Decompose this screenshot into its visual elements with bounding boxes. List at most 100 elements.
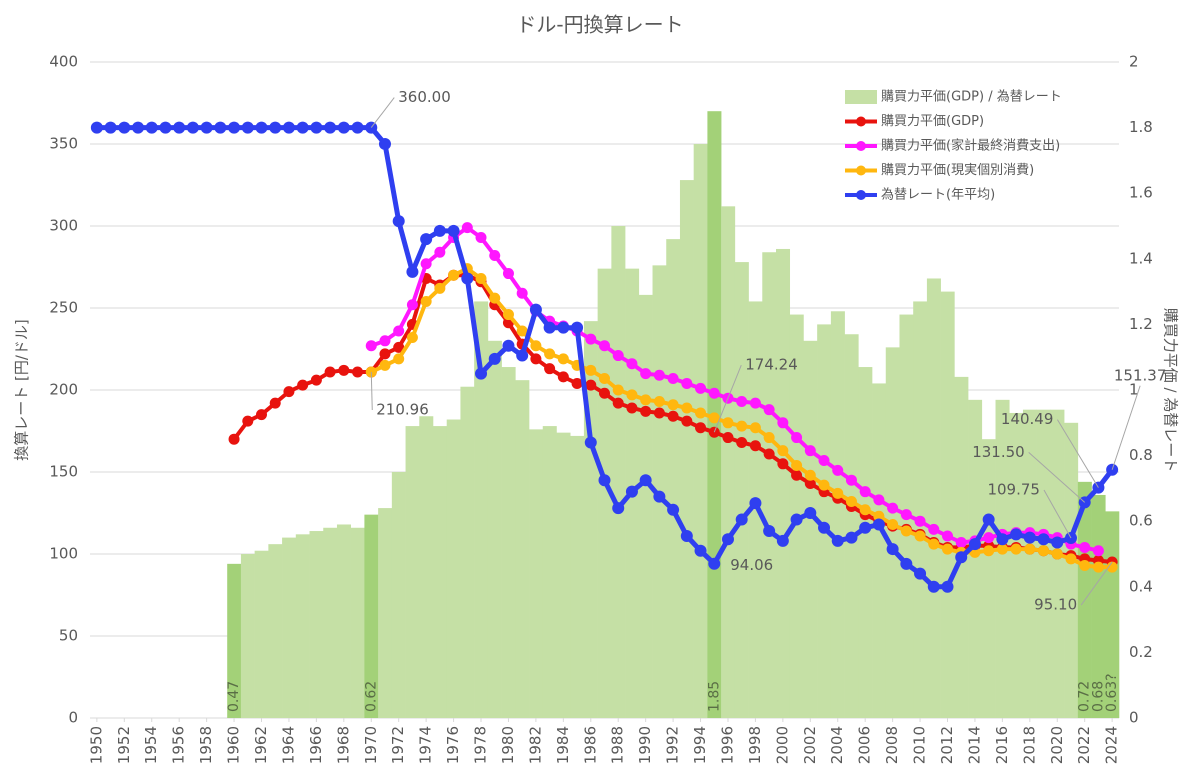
leader-line [1111,385,1141,470]
series-point [818,479,830,491]
series-point [900,525,912,537]
series-point [365,340,377,352]
series-point [118,121,131,134]
x-tick-label: 2004 [828,726,846,764]
x-tick-label: 1950 [87,726,105,764]
series-point [448,269,460,281]
y2-tick-label: 1 [1129,381,1139,399]
series-point [1051,548,1063,560]
x-tick-label: 2014 [965,726,983,764]
series-point [721,533,734,546]
bar-value-label: 1.85 [706,681,722,712]
series-point [804,469,816,481]
series-point [968,538,981,551]
bar [721,206,736,718]
y2-tick-label: 0 [1129,709,1139,727]
series-point [708,387,720,399]
series-point [708,557,721,570]
series-point [296,121,309,134]
y2-tick-label: 0.2 [1129,643,1153,661]
series-point [406,332,418,344]
bar [474,301,489,718]
series-point [599,340,610,352]
x-tick-label: 1970 [362,726,380,764]
series-point [502,339,515,352]
series-point [1024,543,1036,555]
x-tick-label: 2024 [1103,726,1121,764]
chart-title: ドル-円換算レート [516,13,683,37]
series-point [104,121,117,134]
series-point [461,272,474,285]
series-point [763,448,775,460]
leader-line [1056,419,1099,488]
series-point [695,422,707,434]
series-point [1051,536,1064,549]
data-label: 140.49 [1001,410,1054,428]
data-label: 109.75 [987,481,1040,499]
series-point [557,321,570,334]
series-point [695,382,707,394]
bar [666,239,681,718]
series-point [845,496,857,508]
series-point [585,364,597,376]
bar [405,426,420,718]
series-point [352,366,364,378]
bar [885,347,900,718]
series-point [790,513,803,526]
series-point [735,513,748,526]
data-label: 151.37 [1114,366,1167,384]
series-point [736,395,748,407]
bar [776,248,791,718]
y-tick-label: 400 [49,53,78,71]
series-point [804,507,817,519]
series-point [749,397,761,409]
series-point [626,358,638,370]
x-tick-label: 1994 [691,726,709,764]
bar [1022,409,1037,718]
series-point [983,545,995,557]
bar-value-label: 0.62 [363,681,379,712]
series-point [626,389,638,401]
bar [1064,422,1079,718]
y-tick-label: 0 [68,709,78,727]
series-point [159,121,172,134]
bar [611,226,626,718]
legend-swatch [856,141,866,151]
series-point [324,121,337,134]
series-point [653,407,665,419]
bar [240,554,255,718]
series-point [900,509,912,521]
series-point [502,309,514,321]
series-point [722,417,734,429]
y-tick-label: 150 [49,463,78,481]
series-point [612,350,624,362]
bar [638,294,653,718]
bar [830,311,845,718]
series-point [489,250,501,262]
bar [282,537,297,718]
series-point [791,469,803,481]
bar [460,386,475,718]
series-point [625,485,638,498]
data-label: 174.24 [745,356,798,374]
x-tick-label: 1988 [609,726,627,764]
series-point [818,455,830,467]
bar [1009,412,1024,718]
bar [268,544,283,718]
series-point [667,373,679,385]
series-point [598,474,611,487]
series-point [887,518,899,530]
series-point [873,494,885,506]
x-tick-label: 2018 [1020,726,1038,764]
legend-swatch [845,90,877,104]
bar [1036,409,1051,718]
bar [844,334,859,718]
legend-label: 購買力平価(GDP) [881,114,984,129]
y2-tick-label: 2 [1129,53,1139,71]
series-point [324,366,336,378]
series-point [1023,531,1036,544]
x-tick-label: 1964 [279,726,297,764]
bar [858,367,873,718]
series-point [653,369,665,381]
